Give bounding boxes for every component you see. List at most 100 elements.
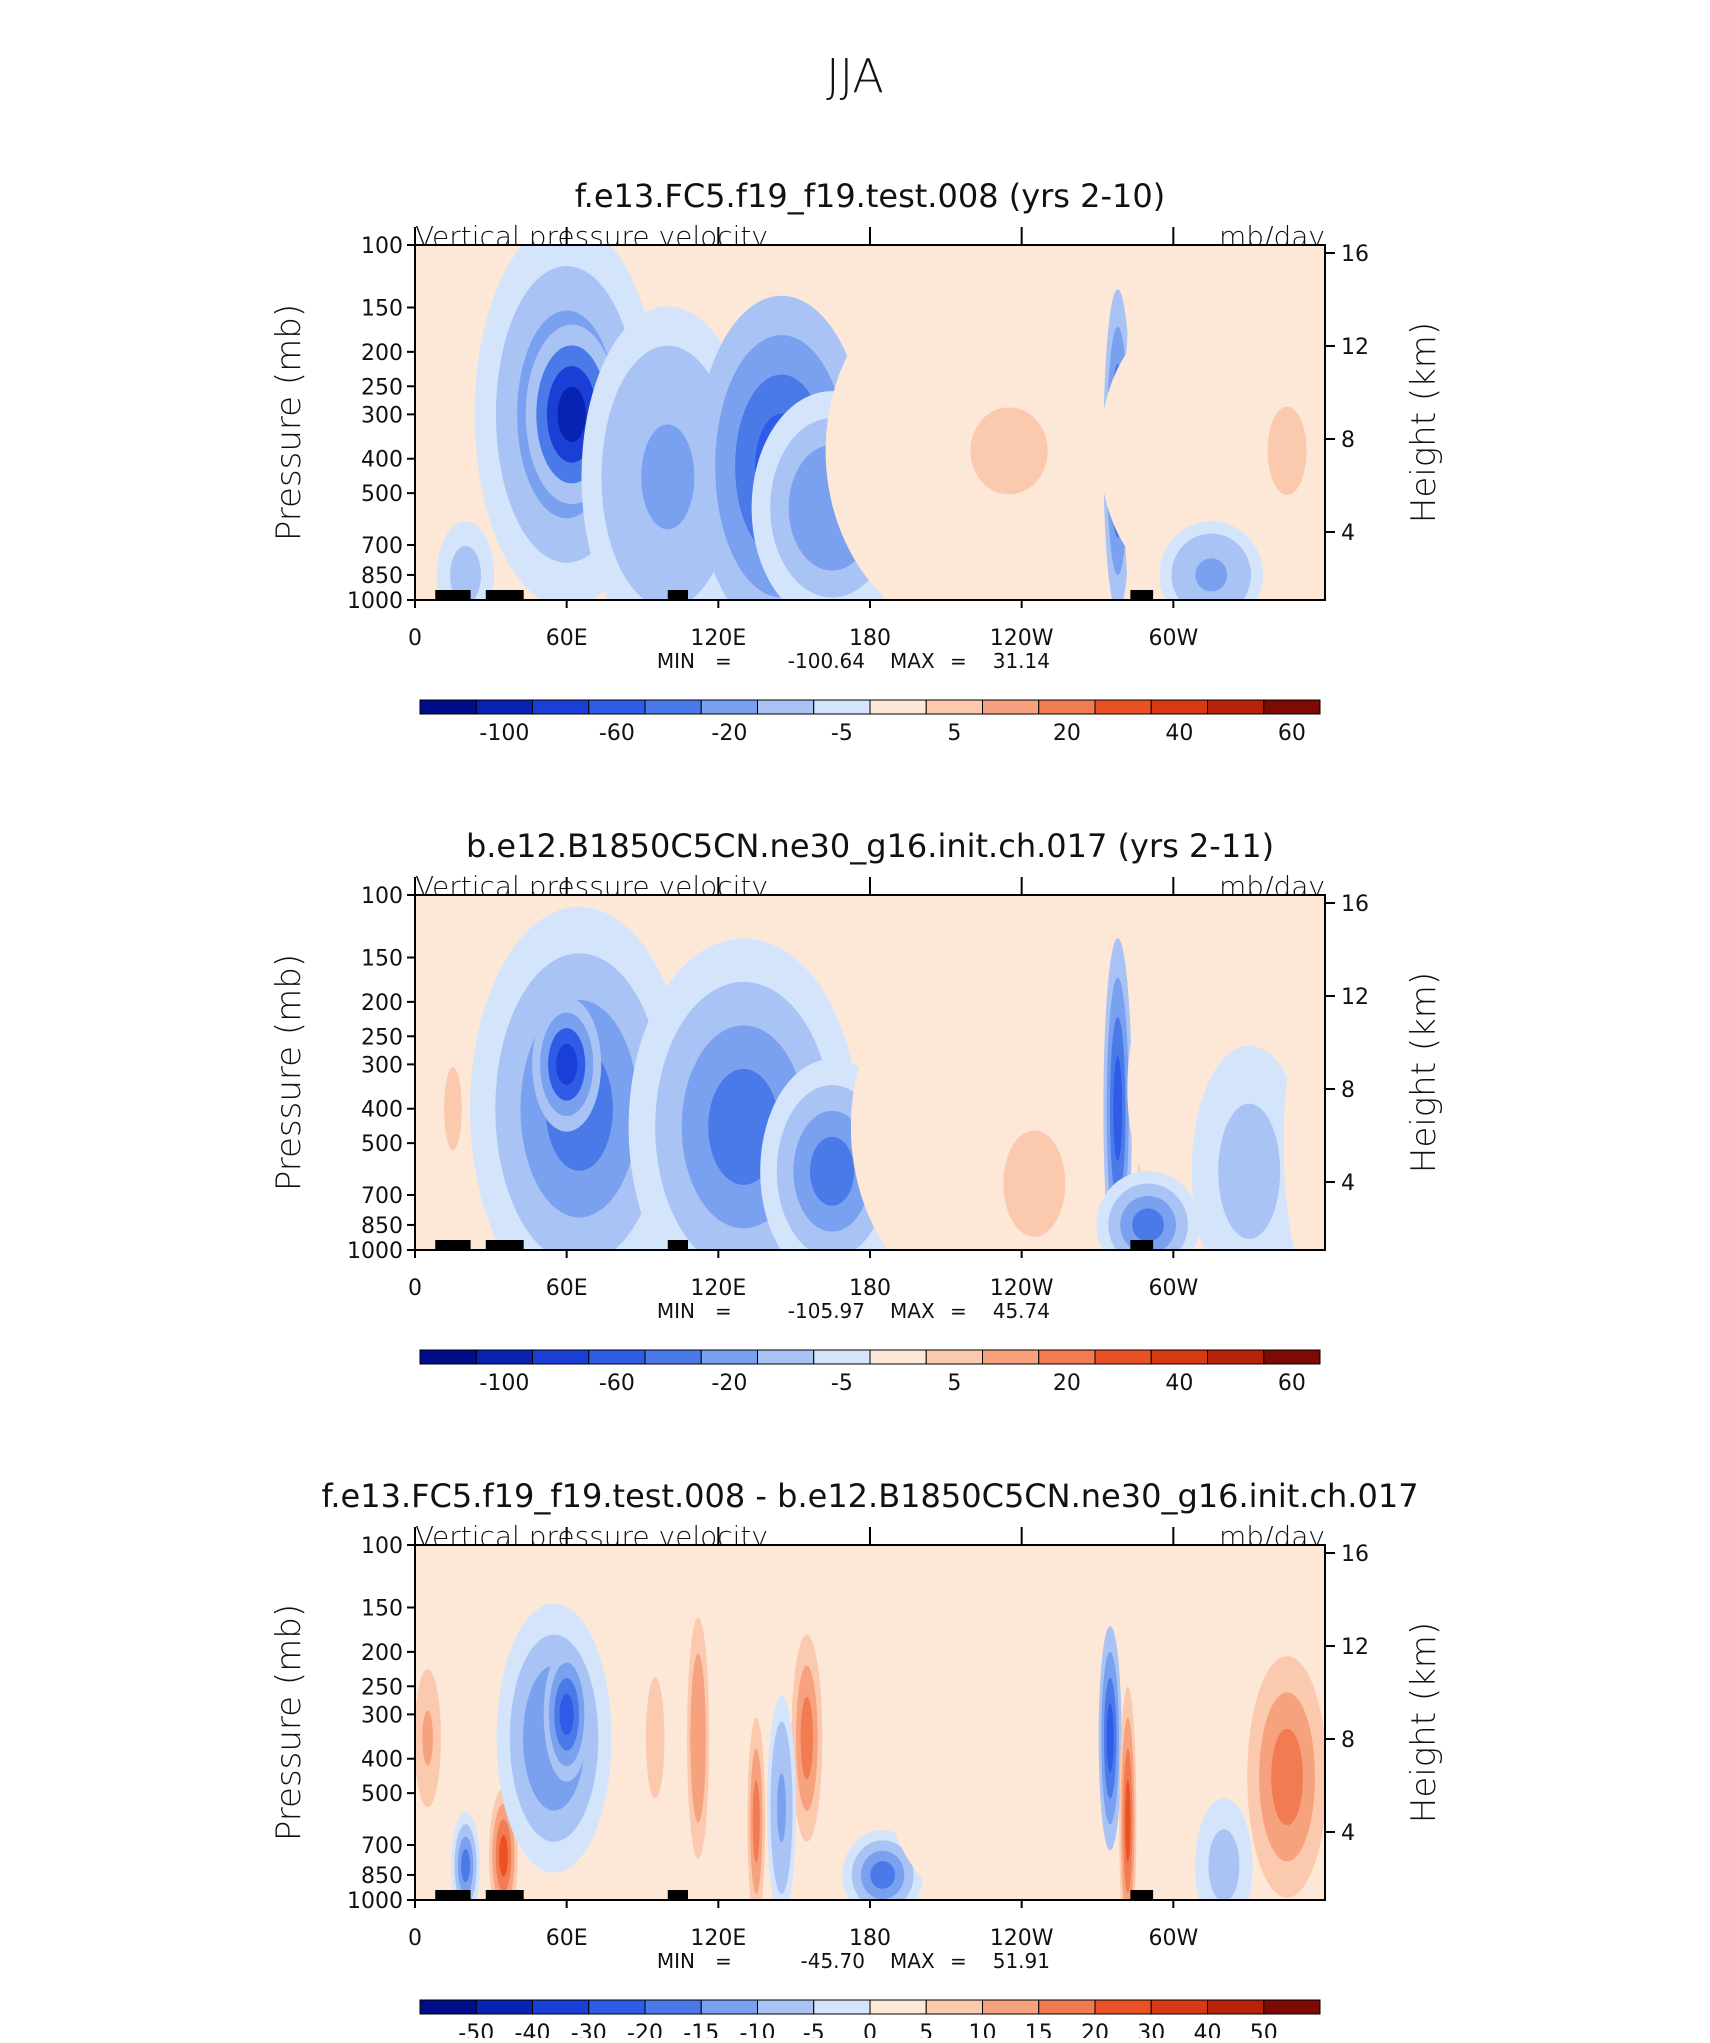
colorbar-swatch <box>476 1350 532 1364</box>
y-axis-title: Pressure (mb) <box>269 1604 309 1841</box>
y-tick-label: 850 <box>361 1214 403 1239</box>
stat-max-value: 51.91 <box>993 1949 1050 1973</box>
topography-mark <box>486 590 524 600</box>
contour-blob <box>650 1704 661 1773</box>
contour-blob <box>1159 1052 1187 1124</box>
colorbar-swatch <box>645 700 701 714</box>
x-tick-label: 120W <box>990 1926 1054 1951</box>
y-tick-label: 300 <box>361 1703 403 1728</box>
panels-container: f.e13.FC5.f19_f19.test.008 (yrs 2-10)Ver… <box>269 177 1444 2038</box>
colorbar-label: -40 <box>515 2021 551 2038</box>
colorbar-swatch <box>1208 1350 1264 1364</box>
y-right-tick-label: 12 <box>1341 335 1369 360</box>
colorbar-label: -100 <box>479 721 529 746</box>
y-axis-title: Pressure (mb) <box>269 954 309 1191</box>
colorbar-label: 60 <box>1278 1371 1306 1396</box>
y-tick-label: 850 <box>361 1864 403 1889</box>
colorbar-swatch <box>420 2000 476 2014</box>
y-right-tick-label: 8 <box>1341 1728 1355 1753</box>
colorbar-label: 0 <box>863 2021 877 2038</box>
contour-blob <box>801 1697 813 1780</box>
colorbar-label: -20 <box>711 721 747 746</box>
y-tick-label: 250 <box>361 1025 403 1050</box>
contour-blob <box>422 1711 433 1766</box>
y-right-tick-label: 4 <box>1341 521 1355 546</box>
colorbar-swatch <box>589 2000 645 2014</box>
stat-min-value: -45.70 <box>801 1949 865 1973</box>
stat-max-equals: = <box>950 649 967 673</box>
colorbar-swatch <box>533 2000 589 2014</box>
colorbar-label: -20 <box>627 2021 663 2038</box>
topography-mark <box>435 590 470 600</box>
y-right-tick-label: 16 <box>1341 242 1369 267</box>
colorbar-swatch <box>589 700 645 714</box>
y-tick-label: 400 <box>361 1748 403 1773</box>
colorbar-swatch <box>1039 2000 1095 2014</box>
colorbar-swatch <box>1095 1350 1151 1364</box>
topography-mark <box>435 1890 470 1900</box>
y-tick-label: 100 <box>361 234 403 259</box>
y-tick-label: 700 <box>361 1184 403 1209</box>
y-tick-label: 1000 <box>347 1889 403 1914</box>
colorbar-label: 20 <box>1053 721 1081 746</box>
contour-blob <box>556 1044 577 1085</box>
colorbar-swatch <box>758 1350 814 1364</box>
contour-blob <box>694 1690 703 1787</box>
topography-mark <box>668 590 688 600</box>
topography-mark <box>435 1240 470 1250</box>
contour-blob <box>870 1861 895 1889</box>
stat-min-label: MIN <box>657 649 695 673</box>
colorbar-swatch <box>983 1350 1039 1364</box>
stat-max-label: MAX <box>890 1949 935 1973</box>
colorbar-swatch <box>870 1350 926 1364</box>
colorbar-swatch <box>758 700 814 714</box>
colorbar-swatch <box>1208 2000 1264 2014</box>
stat-min-label: MIN <box>657 1949 695 1973</box>
stat-max-equals: = <box>950 1299 967 1323</box>
y-right-tick-label: 4 <box>1341 1171 1355 1196</box>
y-tick-label: 500 <box>361 482 403 507</box>
topography-mark <box>668 1240 688 1250</box>
y-right-tick-label: 8 <box>1341 428 1355 453</box>
topography-mark <box>486 1890 524 1900</box>
colorbar-swatch <box>476 700 532 714</box>
contour-blob <box>1017 1153 1052 1214</box>
contour-blob <box>1107 1704 1114 1773</box>
colorbar-label: -5 <box>803 2021 825 2038</box>
colorbar-label: -60 <box>599 721 635 746</box>
contour-blob <box>987 426 1031 476</box>
x-tick-label: 180 <box>849 626 891 651</box>
colorbar-label: -20 <box>711 1371 747 1396</box>
colorbar-label: 40 <box>1165 1371 1193 1396</box>
colorbar-label: 10 <box>969 2021 997 2038</box>
topography-mark <box>486 1240 524 1250</box>
colorbar-swatch <box>476 2000 532 2014</box>
stat-min-label: MIN <box>657 1299 695 1323</box>
colorbar-swatch <box>983 2000 1039 2014</box>
contour-blob <box>560 1694 574 1735</box>
colorbar-swatch <box>814 2000 870 2014</box>
stat-min-value: -105.97 <box>788 1299 865 1323</box>
y-axis-title: Pressure (mb) <box>269 304 309 541</box>
y-tick-label: 100 <box>361 1534 403 1559</box>
y-tick-label: 500 <box>361 1782 403 1807</box>
contour-blob <box>1304 1102 1322 1185</box>
contour-blob <box>1268 407 1307 495</box>
x-tick-label: 60W <box>1148 1926 1198 1951</box>
y-tick-label: 400 <box>361 448 403 473</box>
contour-blob <box>1113 1056 1122 1161</box>
y-axis-right-title: Height (km) <box>1404 1622 1444 1823</box>
colorbar-swatch <box>1151 2000 1207 2014</box>
stat-min-equals: = <box>715 1949 732 1973</box>
y-right-tick-label: 16 <box>1341 892 1369 917</box>
colorbar-swatch <box>701 700 757 714</box>
y-right-tick-label: 4 <box>1341 1821 1355 1846</box>
contour-blob <box>641 424 694 529</box>
y-right-tick-label: 8 <box>1341 1078 1355 1103</box>
contour-blob <box>1215 1845 1233 1886</box>
contour-blob <box>777 1773 786 1842</box>
colorbar-label: -15 <box>683 2021 719 2038</box>
x-tick-label: 180 <box>849 1276 891 1301</box>
